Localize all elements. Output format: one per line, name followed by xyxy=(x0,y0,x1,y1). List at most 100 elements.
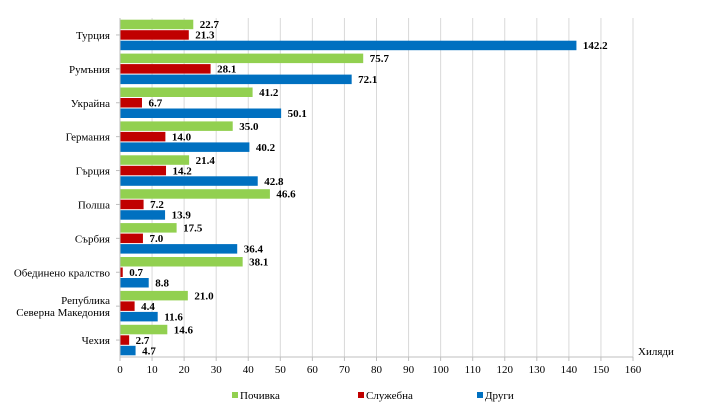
legend: Почивка Служебна Други xyxy=(232,390,514,402)
category-label: Чехия xyxy=(82,335,110,347)
legend-swatch xyxy=(477,392,483,398)
data-label: 36.4 xyxy=(244,244,264,256)
x-tick-label: 30 xyxy=(211,364,223,376)
data-label: 6.7 xyxy=(148,98,162,110)
data-label: 0.7 xyxy=(129,267,143,279)
bar-sluzhebna xyxy=(120,98,142,108)
bar-drugi xyxy=(120,108,282,118)
data-label: 13.9 xyxy=(172,210,192,222)
data-label: 21.3 xyxy=(195,30,215,42)
data-label: 14.6 xyxy=(174,324,194,336)
legend-label: Почивка xyxy=(240,390,280,402)
bar-pochivka xyxy=(120,324,168,335)
data-label: 4.7 xyxy=(142,345,156,357)
data-label: 8.8 xyxy=(155,278,169,290)
x-tick-label: 20 xyxy=(179,364,191,376)
data-label: 7.0 xyxy=(149,233,163,245)
category-label: Украйна xyxy=(71,98,110,110)
x-tick-label: 80 xyxy=(371,364,383,376)
data-label: 50.1 xyxy=(288,108,307,120)
category-label: Северна Македония xyxy=(16,307,110,319)
bar-pochivka xyxy=(120,87,253,97)
data-label: 28.1 xyxy=(217,64,236,76)
legend-swatch xyxy=(358,392,364,398)
category-labels: Турция Румъния Украйна Германия Гърция Полша С… xyxy=(14,30,111,347)
data-label: 46.6 xyxy=(276,189,296,201)
data-labels: 22.721.3 142.2 75.7 28.1 72.1 41.2 6.7 50.1 35.0… xyxy=(129,19,608,357)
x-tick-label: 60 xyxy=(307,364,319,376)
bar-pochivka xyxy=(120,189,270,199)
x-tick-label: 90 xyxy=(403,364,415,376)
gridlines xyxy=(151,18,634,357)
bar-pochivka xyxy=(120,155,190,165)
data-label: 38.1 xyxy=(249,257,268,269)
bar-sluzhebna xyxy=(120,199,144,210)
category-label: Сърбия xyxy=(75,233,110,245)
category-label: Германия xyxy=(66,132,110,144)
bar-pochivka xyxy=(120,257,243,267)
legend-label: Други xyxy=(485,390,514,402)
x-tick-label: 110 xyxy=(465,364,482,376)
bar-drugi xyxy=(120,74,352,85)
x-tick-label: 10 xyxy=(147,364,159,376)
bar-drugi xyxy=(120,278,149,288)
data-label: 35.0 xyxy=(239,121,259,133)
category-label: Полша xyxy=(78,199,110,211)
data-label: 41.2 xyxy=(259,87,279,99)
bar-drugi xyxy=(120,176,258,186)
data-label: 17.5 xyxy=(183,223,203,235)
category-label: Румъния xyxy=(69,64,110,76)
bar-sluzhebna xyxy=(120,335,130,345)
legend-swatch xyxy=(232,392,238,398)
axes xyxy=(116,18,634,361)
x-tick-label: 70 xyxy=(339,364,351,376)
bar-sluzhebna xyxy=(120,233,143,244)
x-tick-label: 50 xyxy=(275,364,287,376)
bar-sluzhebna xyxy=(120,131,166,142)
x-tick-label: 160 xyxy=(625,364,642,376)
x-tick-label: 130 xyxy=(529,364,546,376)
x-tick-label: 150 xyxy=(593,364,610,376)
bars xyxy=(120,19,577,356)
data-label: 22.7 xyxy=(200,19,220,31)
data-label: 21.0 xyxy=(194,290,214,302)
data-label: 7.2 xyxy=(150,199,164,211)
bar-drugi xyxy=(120,40,577,51)
bar-drugi xyxy=(120,311,158,322)
legend-label: Служебна xyxy=(366,390,413,402)
bar-pochivka xyxy=(120,19,194,30)
bar-sluzhebna xyxy=(120,64,211,74)
bar-pochivka xyxy=(120,290,188,301)
bar-drugi xyxy=(120,210,166,220)
data-label: 42.8 xyxy=(264,176,284,188)
x-tick-label: 0 xyxy=(117,364,123,376)
category-label: Турция xyxy=(76,30,110,42)
category-label: Гърция xyxy=(76,166,110,178)
data-label: 21.4 xyxy=(196,155,216,167)
x-tick-label: 40 xyxy=(243,364,255,376)
data-label: 72.1 xyxy=(358,74,377,86)
x-tick-labels: 0 10 20 30 40 50 60 70 80 90 100 110 120 130 140 150 160 xyxy=(117,364,642,376)
x-tick-label: 120 xyxy=(497,364,514,376)
x-axis-title: Хиляди xyxy=(638,346,674,358)
bar-sluzhebna xyxy=(120,30,189,40)
data-label: 14.0 xyxy=(172,131,192,143)
category-label: Република xyxy=(61,295,110,307)
bar-drugi xyxy=(120,142,250,152)
category-label: Обединено кралство xyxy=(14,267,111,279)
bar-drugi xyxy=(120,345,136,356)
data-label: 11.6 xyxy=(164,311,183,323)
bar-pochivka xyxy=(120,223,177,233)
bar-sluzhebna xyxy=(120,267,123,277)
bar-sluzhebna xyxy=(120,165,167,176)
data-label: 75.7 xyxy=(370,53,390,65)
data-label: 4.4 xyxy=(141,301,155,313)
data-label: 40.2 xyxy=(256,142,276,154)
x-tick-label: 100 xyxy=(432,364,449,376)
data-label: 2.7 xyxy=(136,335,150,347)
data-label: 14.2 xyxy=(173,165,193,177)
bar-pochivka xyxy=(120,121,233,131)
data-label: 142.2 xyxy=(583,40,608,52)
bar-pochivka xyxy=(120,53,364,64)
